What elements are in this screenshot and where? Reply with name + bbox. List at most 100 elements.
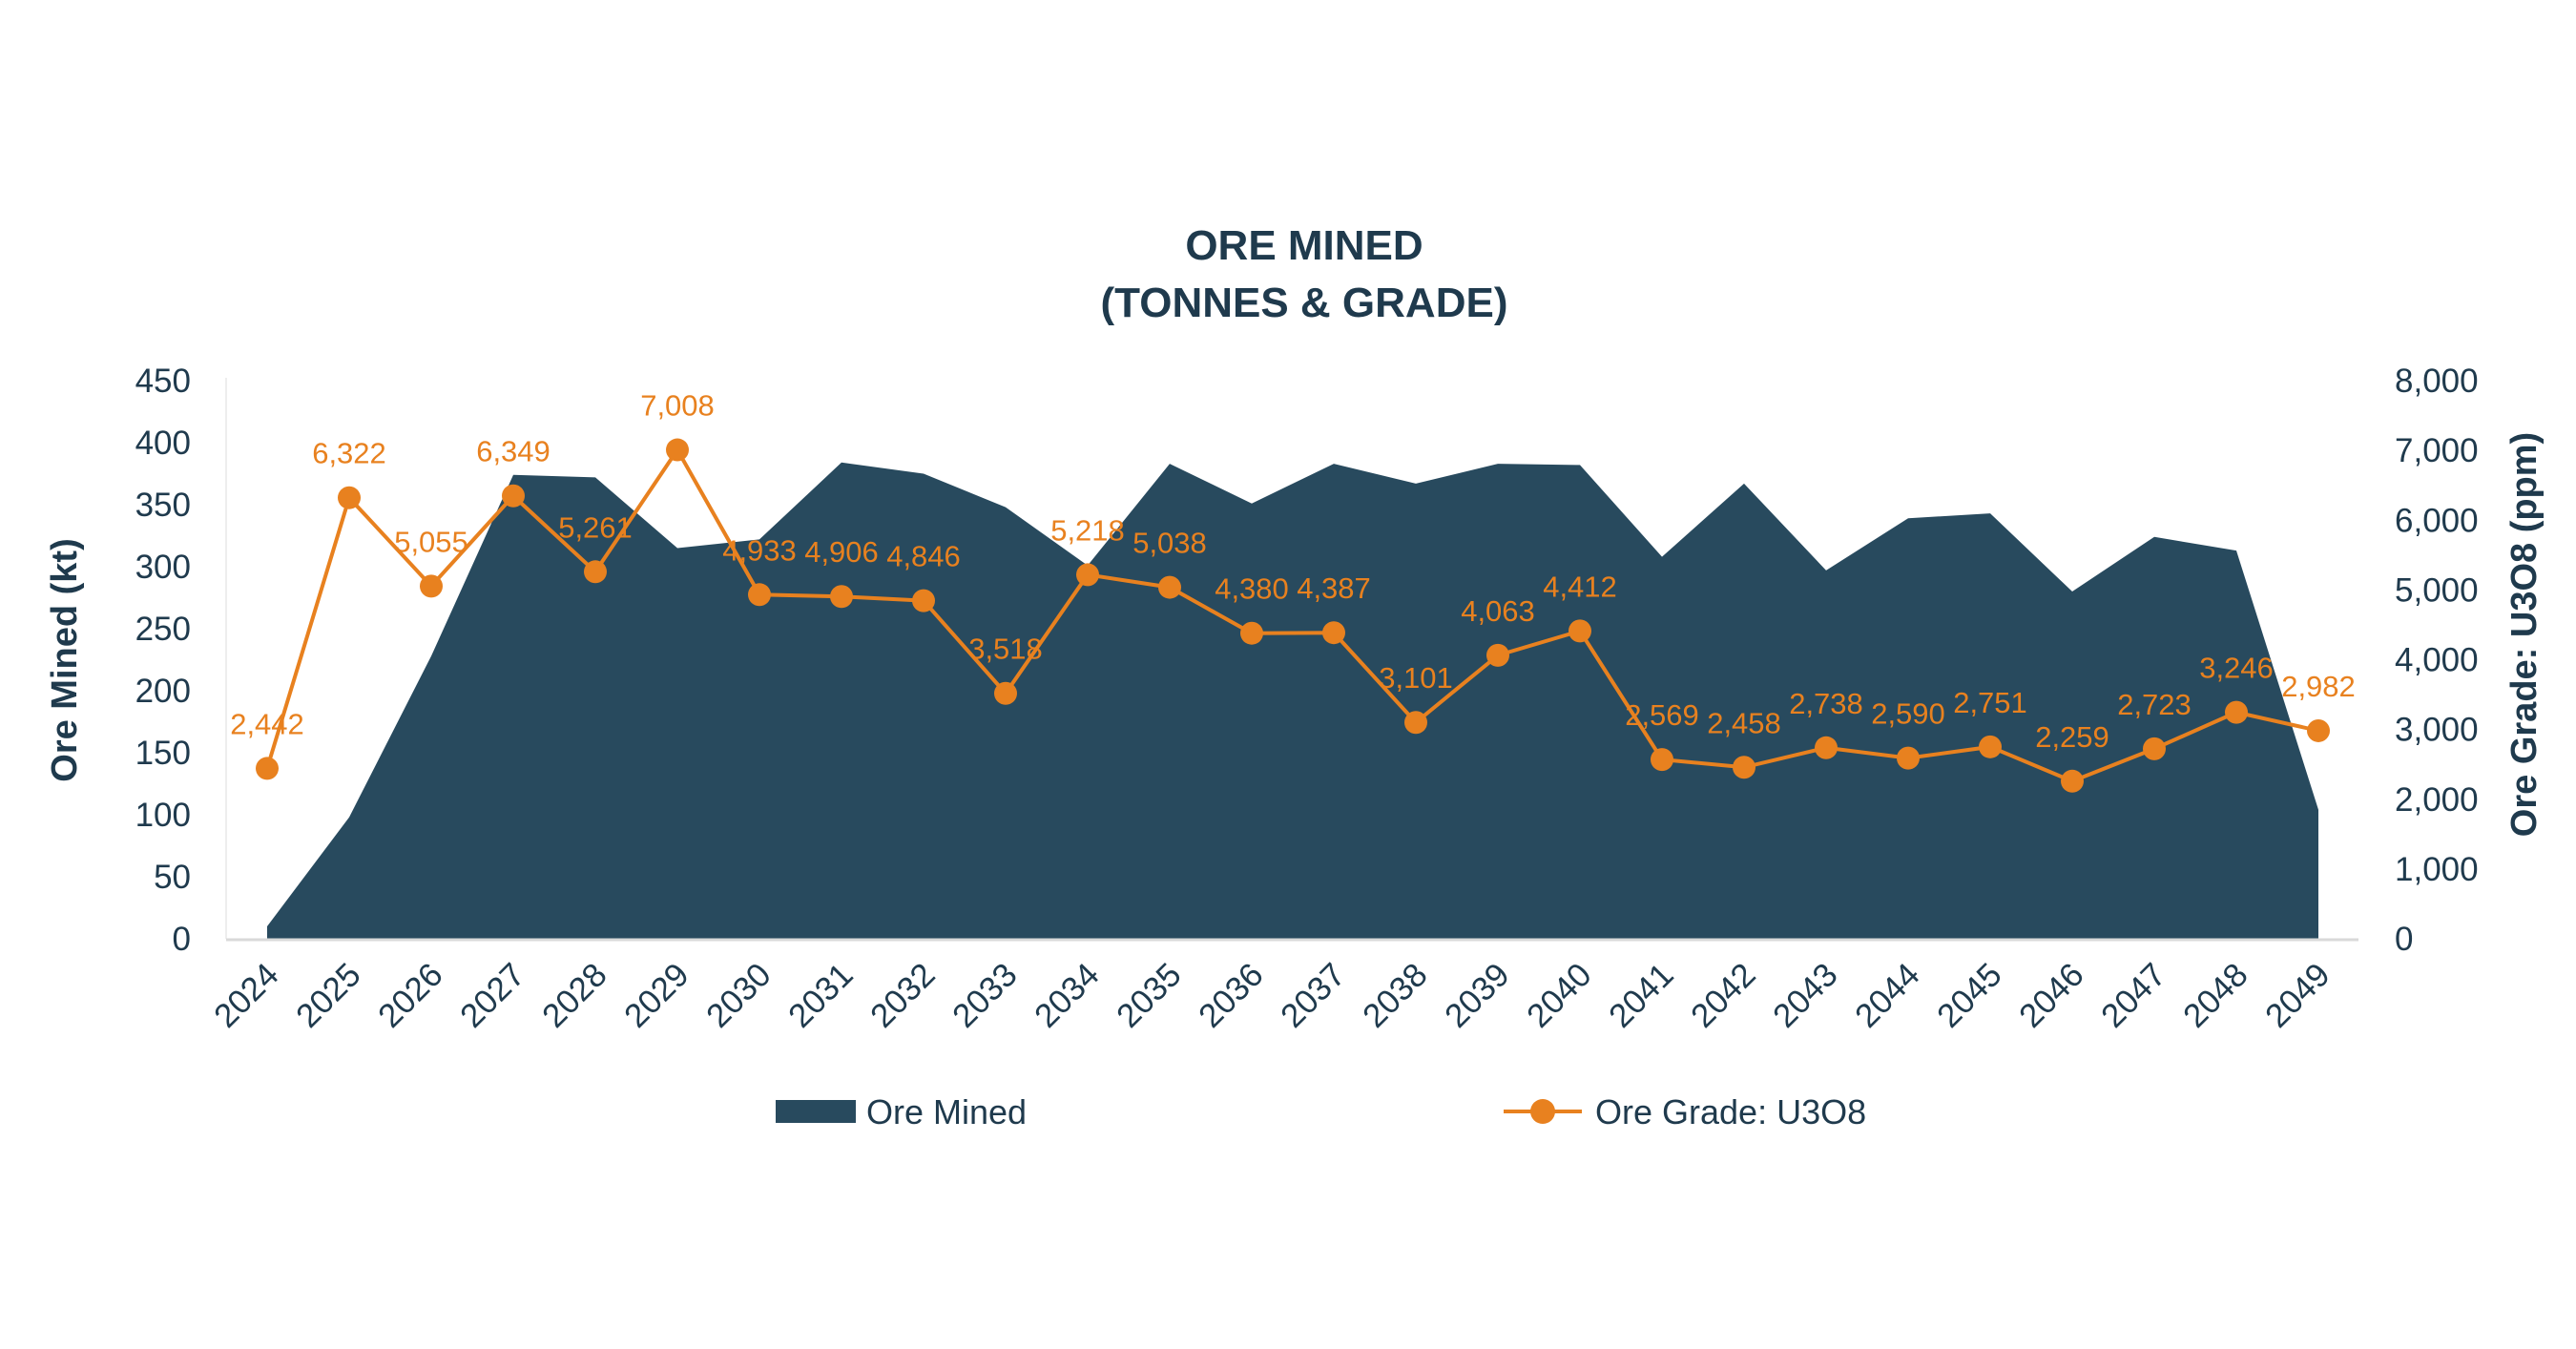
left-axis-title: Ore Mined (kt) xyxy=(45,538,85,781)
x-tick-label-2047: 2047 xyxy=(2094,956,2173,1035)
ore-grade-label-2034: 5,218 xyxy=(1050,513,1125,547)
ore-grade-point-2048 xyxy=(2225,700,2248,724)
ore-grade-label-2043: 2,738 xyxy=(1789,687,1863,720)
ore-grade-point-2031 xyxy=(830,585,853,609)
x-tick-label-2044: 2044 xyxy=(1848,956,1927,1035)
ore-grade-label-2025: 6,322 xyxy=(312,437,386,470)
ore-grade-point-2038 xyxy=(1404,711,1427,735)
ore-grade-point-2033 xyxy=(994,681,1017,705)
ore-grade-point-2044 xyxy=(1897,746,1920,770)
x-tick-label-2032: 2032 xyxy=(863,956,943,1035)
x-tick-label-2028: 2028 xyxy=(535,956,614,1035)
chart-title-line1: ORE MINED xyxy=(1185,222,1423,269)
ore-grade-label-2027: 6,349 xyxy=(476,435,551,468)
x-tick-label-2041: 2041 xyxy=(1602,956,1681,1035)
ore-grade-point-2034 xyxy=(1076,563,1099,587)
left-tick-label: 100 xyxy=(135,797,191,834)
ore-grade-point-2025 xyxy=(338,486,361,509)
ore-grade-label-2031: 4,906 xyxy=(804,535,879,569)
ore-grade-point-2047 xyxy=(2143,737,2166,760)
ore-grade-point-2042 xyxy=(1733,756,1755,779)
ore-grade-point-2036 xyxy=(1240,621,1263,645)
ore-grade-label-2048: 3,246 xyxy=(2199,652,2274,685)
ore-grade-point-2045 xyxy=(1979,735,2002,758)
ore-grade-label-2045: 2,751 xyxy=(1953,686,2027,719)
ore-grade-point-2041 xyxy=(1651,748,1673,772)
ore-grade-line xyxy=(265,446,2319,783)
left-tick-label: 300 xyxy=(135,549,191,586)
right-tick-label: 1,000 xyxy=(2395,851,2479,888)
ore-grade-point-2026 xyxy=(420,574,443,598)
x-tick-label-2045: 2045 xyxy=(1930,956,2009,1035)
legend-swatch-ore-grade-marker xyxy=(1530,1099,1555,1124)
ore-grade-label-2040: 4,412 xyxy=(1543,570,1617,603)
ore-grade-label-2049: 2,982 xyxy=(2281,670,2356,703)
right-tick-label: 7,000 xyxy=(2395,432,2479,469)
ore-grade-label-2039: 4,063 xyxy=(1461,594,1535,628)
left-tick-label: 150 xyxy=(135,735,191,772)
left-tick-label: 200 xyxy=(135,673,191,710)
x-tick-label-2037: 2037 xyxy=(1274,956,1353,1035)
right-tick-label: 3,000 xyxy=(2395,712,2479,749)
ore-grade-point-2039 xyxy=(1486,643,1509,667)
left-tick-label: 0 xyxy=(173,921,191,958)
ore-grade-label-2026: 5,055 xyxy=(394,525,468,558)
ore-grade-label-2037: 4,387 xyxy=(1297,571,1371,605)
x-tick-label-2026: 2026 xyxy=(371,956,450,1035)
x-tick-label-2031: 2031 xyxy=(781,956,861,1035)
ore-grade-label-2042: 2,458 xyxy=(1707,706,1781,739)
right-tick-label: 8,000 xyxy=(2395,363,2479,400)
left-tick-label: 50 xyxy=(154,859,191,896)
ore-grade-point-2049 xyxy=(2307,718,2330,742)
legend-label-ore-mined: Ore Mined xyxy=(866,1092,1027,1131)
ore-grade-label-2033: 3,518 xyxy=(968,633,1043,666)
right-tick-label: 5,000 xyxy=(2395,571,2479,609)
ore-grade-label-2036: 4,380 xyxy=(1215,572,1289,606)
ore-grade-label-2038: 3,101 xyxy=(1379,661,1453,695)
ore-grade-label-2046: 2,259 xyxy=(2035,720,2109,754)
ore-grade-label-2047: 2,723 xyxy=(2117,688,2192,721)
ore-grade-label-2024: 2,442 xyxy=(230,707,304,740)
x-tick-label-2029: 2029 xyxy=(617,956,696,1035)
x-tick-label-2038: 2038 xyxy=(1356,956,1435,1035)
ore-grade-label-2028: 5,261 xyxy=(558,510,633,544)
legend-swatch-ore-mined xyxy=(776,1100,856,1123)
x-tick-label-2030: 2030 xyxy=(699,956,779,1035)
right-tick-label: 0 xyxy=(2395,921,2413,958)
plot-area: 2,442 6,322 5,055 6,349 5,261 7,008 4,933 4,906… xyxy=(135,363,2479,1035)
x-tick-label-2042: 2042 xyxy=(1684,956,1763,1035)
ore-grade-point-2043 xyxy=(1815,736,1838,759)
left-tick-label: 350 xyxy=(135,487,191,524)
ore-grade-point-2029 xyxy=(666,438,689,462)
ore-grade-point-2028 xyxy=(584,560,607,584)
ore-grade-point-2027 xyxy=(502,484,525,508)
x-tick-label-2039: 2039 xyxy=(1438,956,1517,1035)
left-tick-label: 450 xyxy=(135,363,191,400)
x-tick-label-2046: 2046 xyxy=(2012,956,2091,1035)
ore-grade-point-2040 xyxy=(1568,619,1591,643)
right-tick-label: 4,000 xyxy=(2395,642,2479,679)
x-tick-label-2033: 2033 xyxy=(945,956,1025,1035)
ore-grade-point-2046 xyxy=(2061,769,2084,793)
legend: Ore Mined Ore Grade: U3O8 xyxy=(776,1092,1866,1131)
right-axis-title: Ore Grade: U3O8 (ppm) xyxy=(2504,432,2545,837)
ore-grade-point-2030 xyxy=(748,583,771,607)
x-tick-label-2036: 2036 xyxy=(1192,956,1271,1035)
x-tick-label-2027: 2027 xyxy=(453,956,532,1035)
ore-grade-point-2035 xyxy=(1158,575,1181,599)
x-tick-label-2048: 2048 xyxy=(2176,956,2255,1035)
ore-grade-label-2041: 2,569 xyxy=(1625,698,1699,732)
ore-mined-area xyxy=(267,462,2318,939)
ore-grade-label-2030: 4,933 xyxy=(722,533,797,567)
x-tick-label-2034: 2034 xyxy=(1028,956,1107,1035)
x-tick-label-2049: 2049 xyxy=(2258,956,2337,1035)
left-tick-label: 400 xyxy=(135,425,191,462)
right-tick-label: 6,000 xyxy=(2395,502,2479,539)
right-tick-label: 2,000 xyxy=(2395,781,2479,819)
ore-grade-point-2032 xyxy=(912,589,935,612)
chart-title-line2: (TONNES & GRADE) xyxy=(1101,280,1508,326)
x-tick-label-2040: 2040 xyxy=(1520,956,1599,1035)
x-tick-label-2043: 2043 xyxy=(1766,956,1845,1035)
ore-grade-label-2044: 2,590 xyxy=(1871,697,1945,731)
